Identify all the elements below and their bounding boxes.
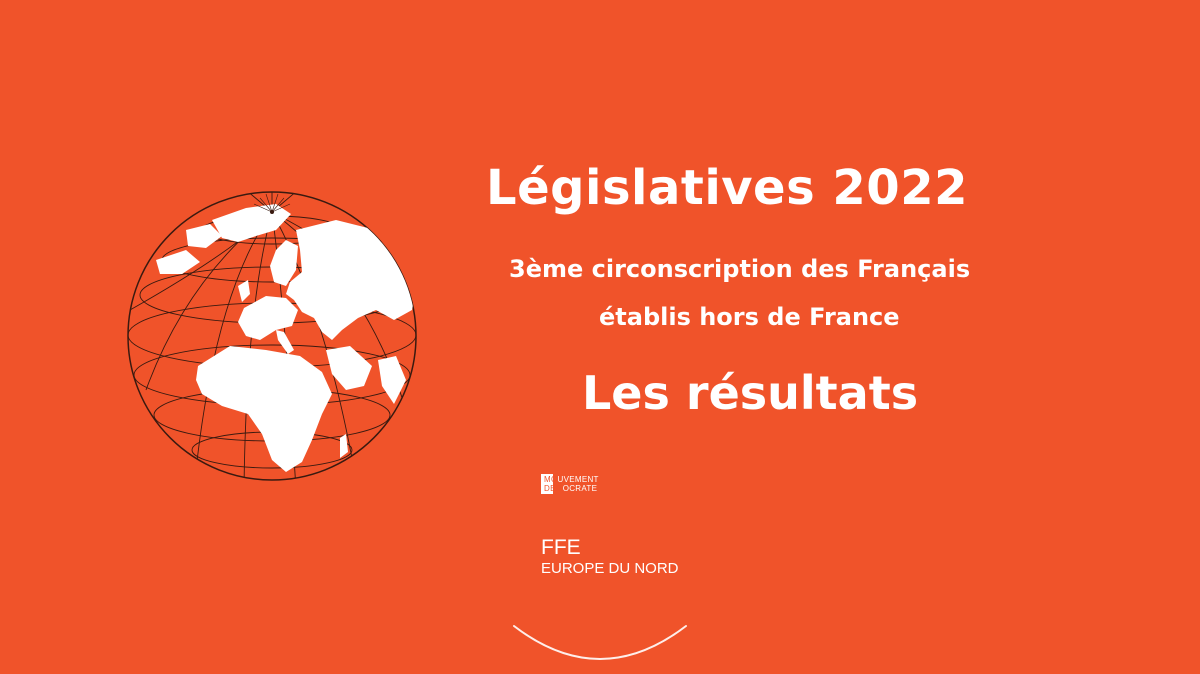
- ffe-region-label: EUROPE DU NORD: [541, 560, 679, 577]
- modem-logo-line-1: MOUVEMENT: [544, 475, 599, 484]
- page-title: Législatives 2022: [486, 160, 968, 216]
- modem-logo-box: [541, 474, 553, 494]
- subtitle-line-1: 3ème circonscription des Français: [509, 255, 971, 283]
- modem-logo: MOUVEMENT DEMOCRATE: [541, 474, 621, 496]
- results-heading: Les résultats: [582, 366, 919, 420]
- subtitle-line-2: établis hors de France: [599, 303, 900, 331]
- arc-decoration: [513, 625, 687, 660]
- globe-icon: [127, 191, 417, 481]
- modem-logo-line-2: DEMOCRATE: [544, 484, 598, 493]
- ffe-label: FFE: [541, 536, 581, 559]
